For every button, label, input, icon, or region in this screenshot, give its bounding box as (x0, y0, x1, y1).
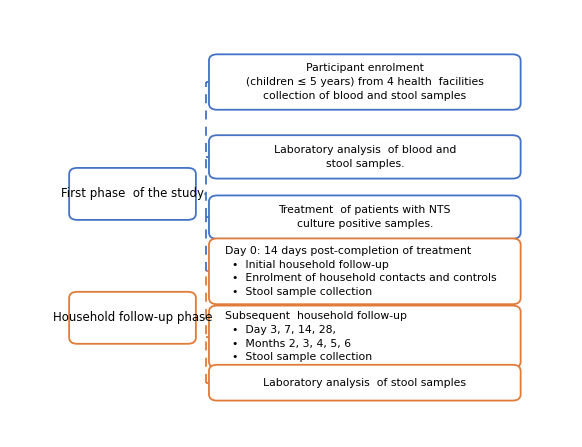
FancyBboxPatch shape (209, 365, 521, 401)
FancyBboxPatch shape (69, 168, 196, 220)
Text: Laboratory analysis  of stool samples: Laboratory analysis of stool samples (263, 378, 466, 388)
FancyBboxPatch shape (209, 55, 521, 110)
FancyBboxPatch shape (209, 135, 521, 179)
Text: First phase  of the study: First phase of the study (61, 187, 204, 200)
Text: Subsequent  household follow-up
  •  Day 3, 7, 14, 28,
  •  Months 2, 3, 4, 5, 6: Subsequent household follow-up • Day 3, … (225, 312, 407, 362)
FancyBboxPatch shape (209, 195, 521, 239)
FancyBboxPatch shape (69, 292, 196, 344)
FancyBboxPatch shape (209, 306, 521, 368)
Text: Treatment  of patients with NTS
culture positive samples.: Treatment of patients with NTS culture p… (279, 205, 451, 229)
Text: Participant enrolment
(children ≤ 5 years) from 4 health  facilities
collection : Participant enrolment (children ≤ 5 year… (246, 63, 484, 101)
FancyBboxPatch shape (209, 238, 521, 304)
Text: Day 0: 14 days post-completion of treatment
  •  Initial household follow-up
  •: Day 0: 14 days post-completion of treatm… (225, 246, 497, 297)
Text: Household follow-up phase: Household follow-up phase (53, 311, 212, 325)
Text: Laboratory analysis  of blood and
stool samples.: Laboratory analysis of blood and stool s… (274, 145, 456, 169)
